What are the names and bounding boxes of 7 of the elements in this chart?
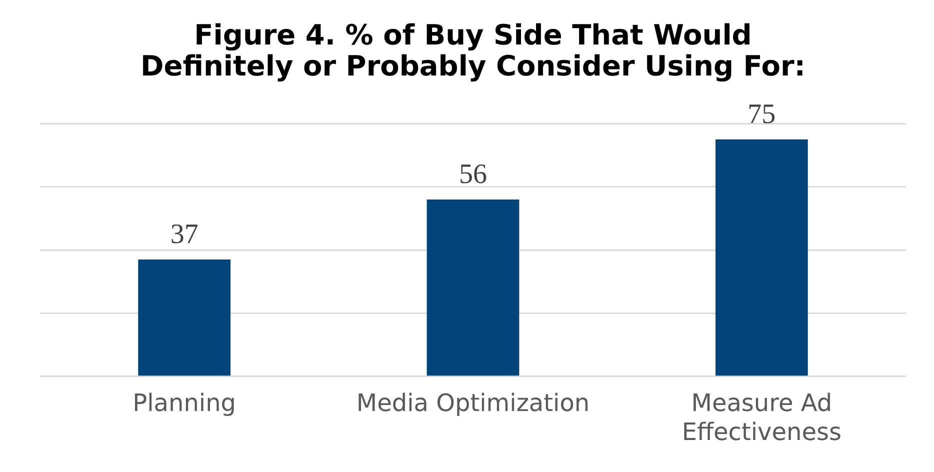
x-tick-label: Planning [132,389,236,418]
x-tick-label: Measure Ad Effectiveness [682,389,842,446]
data-label: 56 [459,158,487,190]
data-label: 75 [748,98,776,130]
x-tick-label: Media Optimization [356,389,590,418]
data-label: 37 [170,218,198,250]
chart-title: Figure 4. % of Buy Side That Would Definitely or Probably Consider Using For: [140,18,806,82]
